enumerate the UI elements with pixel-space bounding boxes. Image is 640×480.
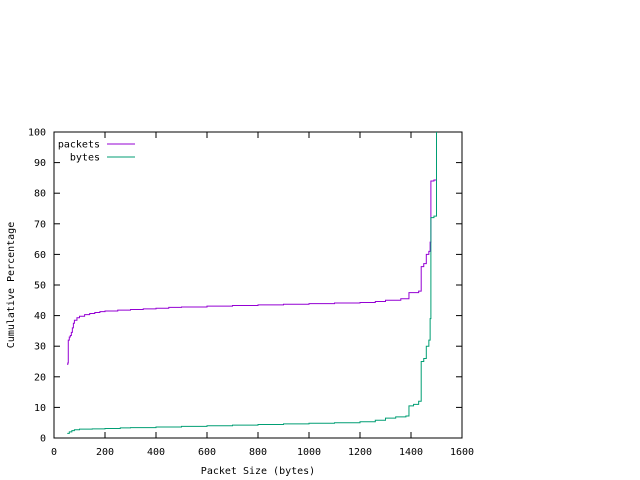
- y-tick-label: 60: [34, 250, 46, 261]
- y-tick-label: 100: [28, 128, 46, 139]
- legend-label-bytes: bytes: [70, 153, 100, 164]
- y-axis-label: Cumulative Percentage: [6, 222, 17, 348]
- x-tick-label: 600: [198, 447, 216, 458]
- y-tick-label: 40: [34, 311, 46, 322]
- y-tick-label: 20: [34, 372, 46, 383]
- x-tick-label: 1200: [348, 447, 372, 458]
- y-tick-label: 90: [34, 158, 46, 169]
- x-tick-label: 200: [96, 447, 114, 458]
- y-tick-label: 70: [34, 219, 46, 230]
- series-layer: [67, 132, 437, 434]
- y-tick-label: 0: [40, 434, 46, 445]
- x-tick-label: 400: [147, 447, 165, 458]
- legend-label-packets: packets: [58, 140, 100, 151]
- legend: packets bytes: [58, 140, 135, 164]
- axes: [53, 131, 463, 439]
- series-line-bytes: [67, 132, 437, 434]
- y-tick-label: 80: [34, 189, 46, 200]
- x-tick-label: 1600: [450, 447, 474, 458]
- x-tick-label: 1400: [399, 447, 423, 458]
- x-tick-label: 1000: [297, 447, 321, 458]
- y-tick-label: 30: [34, 342, 46, 353]
- ticks: 0 200 400 600 800 1000 1200 1400 1600 0 10 20 30 40 50…: [28, 128, 474, 459]
- x-tick-label: 0: [51, 447, 57, 458]
- y-tick-label: 10: [34, 403, 46, 414]
- plot-border: [53, 131, 463, 439]
- series-line-packets: [67, 132, 437, 366]
- x-axis-label: Packet Size (bytes): [201, 466, 315, 477]
- x-tick-label: 800: [249, 447, 267, 458]
- y-tick-label: 50: [34, 281, 46, 292]
